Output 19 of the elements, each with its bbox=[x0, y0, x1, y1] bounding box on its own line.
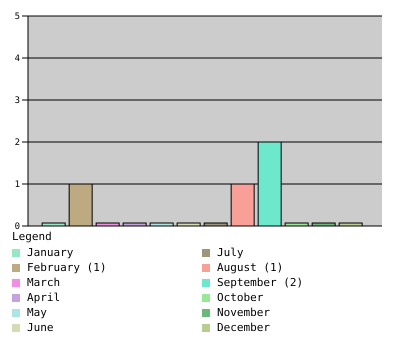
legend-label: August (1) bbox=[217, 261, 284, 274]
legend-label: November bbox=[217, 306, 270, 319]
legend-label: June bbox=[27, 321, 54, 334]
legend-title: Legend bbox=[12, 230, 53, 243]
legend-label: December bbox=[217, 321, 270, 334]
y-tick-label: 5 bbox=[14, 12, 20, 22]
y-tick-label: 3 bbox=[14, 96, 20, 106]
legend-label: February (1) bbox=[27, 261, 106, 274]
y-tick-label: 0 bbox=[14, 222, 20, 232]
legend-label: April bbox=[27, 291, 60, 304]
legend-label: May bbox=[27, 306, 47, 319]
legend-label: January bbox=[27, 246, 74, 259]
legend-label: September (2) bbox=[217, 276, 304, 289]
y-tick-label: 1 bbox=[14, 180, 20, 190]
legend-label: March bbox=[27, 276, 60, 289]
legend-label: July bbox=[217, 246, 244, 259]
y-tick-label: 4 bbox=[14, 54, 20, 64]
legend-label: October bbox=[217, 291, 264, 304]
y-tick-label: 2 bbox=[14, 138, 20, 148]
